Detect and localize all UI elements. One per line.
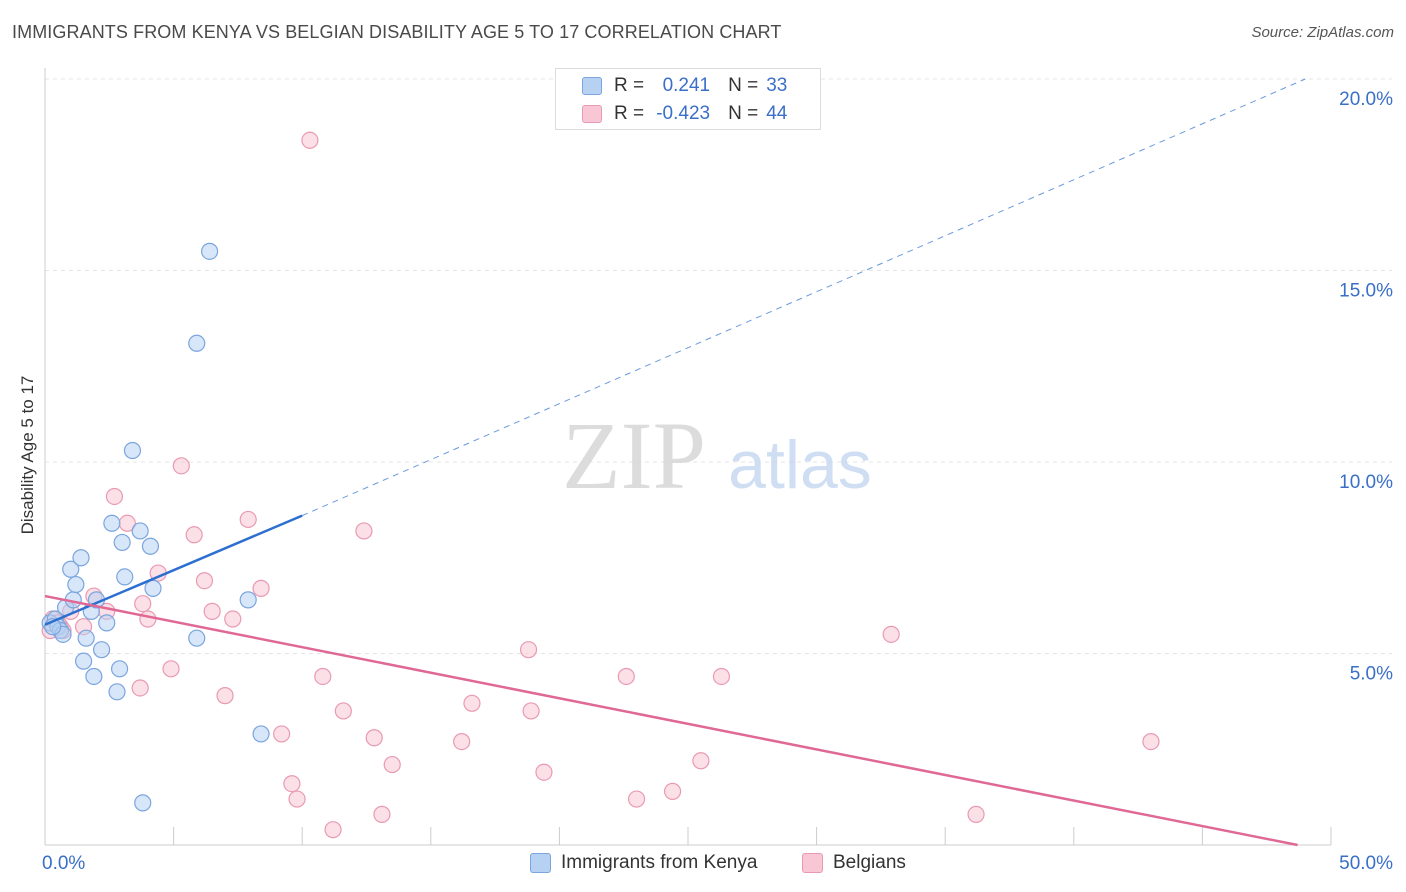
kenya-point [113,533,131,552]
kenya-point [201,242,219,260]
belgian-point [288,790,306,808]
belgian-point [712,667,731,686]
r-label: R = [614,75,645,96]
kenya-point [123,441,142,460]
kenya-point [77,629,95,647]
belgian-point [131,679,149,697]
kenya-point [67,575,85,594]
belgian-point [301,131,319,149]
y-tick-label: 15.0% [1339,281,1393,302]
n-value: 44 [766,103,788,124]
x-tick-label-min: 0.0% [42,853,85,874]
belgian-point [216,687,234,705]
n-label: N = [728,75,759,96]
kenya-point [72,549,90,567]
data-points [41,131,1160,839]
legend-swatch-blue [530,853,551,873]
axes [44,68,1332,846]
belgian-point [283,775,301,793]
tick-labels: 5.0% 10.0% 15.0% 20.0% 0.0% 50.0% [42,89,1393,874]
series-legend: Immigrants from Kenya Belgians [0,852,1406,878]
kenya-point [92,641,111,659]
belgian-point [355,522,373,540]
belgian-point [463,694,481,712]
kenya-point [98,614,116,632]
belgian-point [365,729,383,747]
belgian-point [383,755,401,774]
chart-title: IMMIGRANTS FROM KENYA VS BELGIAN DISABIL… [12,22,782,42]
kenya-trend-line [44,514,303,626]
x-tick-label-max: 50.0% [1339,853,1393,874]
belgian-point [519,641,538,659]
belgian-point [172,457,190,475]
belgian-point [195,572,214,590]
belgian-point [663,782,682,800]
legend-label-belgians: Belgians [833,852,906,873]
legend-item-kenya[interactable]: Immigrants from Kenya [530,852,757,874]
belgian-point [162,660,180,678]
belgian-point [967,805,985,823]
kenya-point [116,568,134,586]
kenya-point [131,522,149,540]
kenya-point [239,591,257,609]
belgian-point [134,595,152,613]
kenya-point [134,794,152,812]
belgian-point [1142,732,1160,751]
watermark-zip: ZIP [562,402,706,509]
legend-swatch-pink [582,105,602,123]
belgian-point [334,702,352,720]
belgian-point [692,752,710,770]
belgian-point [627,790,646,808]
legend-swatch-blue [582,77,602,95]
belgian-point [453,732,471,751]
correlation-legend: R = 0.241 N = 33 R = -0.423 N = 44 [555,68,821,130]
kenya-point [252,725,270,743]
belgian-point [203,602,221,620]
n-value: 33 [766,75,788,96]
belgian-point [139,610,157,628]
watermark: ZIP atlas [562,402,872,509]
r-value: 0.241 [662,75,711,96]
belgian-point [185,526,203,544]
watermark-atlas: atlas [728,427,872,503]
kenya-point [74,652,93,670]
legend-row-belgians: R = -0.423 N = 44 [582,101,787,127]
belgian-point [314,667,332,686]
belgian-point [252,579,270,597]
kenya-point [141,537,160,555]
kenya-point [108,683,126,701]
y-tick-label: 10.0% [1339,472,1393,493]
source-credit: Source: ZipAtlas.com [1251,24,1394,41]
belgian-point [522,702,540,720]
belgian-point [882,625,900,643]
belgian-point [105,487,124,506]
y-tick-label: 20.0% [1339,89,1393,110]
trend-lines [44,78,1306,847]
belgian-point [324,821,342,839]
kenya-point [103,514,121,532]
belgian-point [273,725,291,743]
belgian-point [535,763,553,781]
kenya-point [62,560,80,578]
r-value: -0.423 [656,103,711,124]
legend-row-kenya: R = 0.241 N = 33 [582,73,787,99]
r-label: R = [614,103,645,124]
kenya-point [188,334,206,352]
belgian-trend-line [44,594,1298,847]
kenya-point [110,660,129,678]
n-label: N = [728,103,759,124]
grid-lines [45,78,1392,654]
kenya-point [144,579,162,597]
y-tick-label: 5.0% [1350,664,1393,685]
legend-label-kenya: Immigrants from Kenya [561,852,758,873]
belgian-point [373,805,391,823]
kenya-point [188,629,206,647]
belgian-point [224,610,242,628]
belgian-point [239,510,257,529]
legend-swatch-pink [802,853,823,873]
kenya-point [85,667,103,686]
legend-item-belgians[interactable]: Belgians [802,852,906,874]
belgian-point [617,667,635,686]
